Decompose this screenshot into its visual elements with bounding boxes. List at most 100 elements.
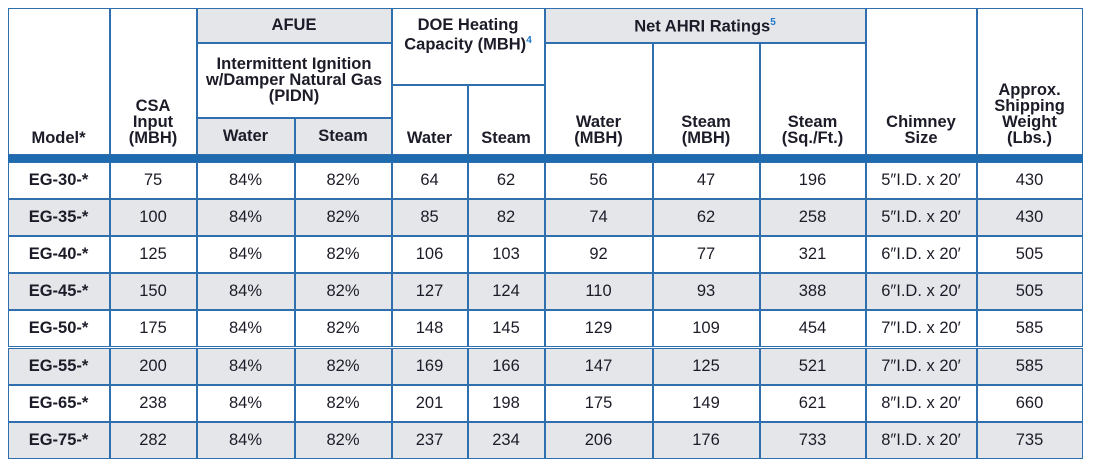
header-cell: Water xyxy=(196,117,295,155)
header-cell: DOE Heating Capacity (MBH)4 xyxy=(391,7,545,85)
table-cell: 454 xyxy=(759,310,866,348)
table-cell: 234 xyxy=(467,421,545,460)
header-text: Approx. Shipping Weight (Lbs.) xyxy=(994,80,1065,147)
header-cell: Intermittent Ignition w/Damper Natural G… xyxy=(196,42,392,118)
header-text: Steam xyxy=(318,127,368,145)
table-cell: 282 xyxy=(109,421,197,460)
table-cell: 238 xyxy=(109,384,197,422)
table-cell: 150 xyxy=(109,273,197,311)
header-text: Chimney Size xyxy=(886,112,956,147)
table-cell: 85 xyxy=(391,198,468,236)
table-cell: 84% xyxy=(196,273,295,311)
header-cell: Steam (MBH) xyxy=(652,42,760,155)
table-cell: 169 xyxy=(391,347,468,385)
header-cell: Steam xyxy=(467,84,545,155)
table-cell: 100 xyxy=(109,198,197,236)
table-cell: 64 xyxy=(391,161,468,199)
table-cell: 175 xyxy=(544,384,653,422)
table-cell: 430 xyxy=(976,161,1083,199)
header-title: DOE Heating Capacity (MBH) xyxy=(404,15,527,53)
table-cell: 82% xyxy=(294,161,392,199)
table-cell: 258 xyxy=(759,198,866,236)
table-cell: 125 xyxy=(652,347,760,385)
header-cell: Water xyxy=(391,84,468,155)
table-cell: 147 xyxy=(544,347,653,385)
table-cell: 201 xyxy=(391,384,468,422)
header-text: Steam (MBH) xyxy=(681,112,731,147)
table-cell: 735 xyxy=(976,421,1083,460)
table-cell: 82% xyxy=(294,235,392,274)
table-cell: EG-35-* xyxy=(7,198,110,236)
table-cell: 8″I.D. x 20′ xyxy=(865,384,977,422)
table-cell: EG-30-* xyxy=(7,161,110,199)
header-text: Net AHRI Ratings5 xyxy=(634,15,776,35)
table-cell: 84% xyxy=(196,235,295,274)
table-cell: 5″I.D. x 20′ xyxy=(865,198,977,236)
table-cell: 110 xyxy=(544,273,653,311)
table-cell: EG-65-* xyxy=(7,384,110,422)
table-cell: 505 xyxy=(976,235,1083,274)
table-cell: 82% xyxy=(294,384,392,422)
table-cell: EG-45-* xyxy=(7,273,110,311)
table-cell: 7″I.D. x 20′ xyxy=(865,310,977,348)
table-cell: 430 xyxy=(976,198,1083,236)
table-cell: 62 xyxy=(467,161,545,199)
table-cell: 8″I.D. x 20′ xyxy=(865,421,977,460)
table-cell: 237 xyxy=(391,421,468,460)
table-cell: 505 xyxy=(976,273,1083,311)
footnote-mark: 5 xyxy=(770,17,776,29)
table-cell: 200 xyxy=(109,347,197,385)
table-cell: 388 xyxy=(759,273,866,311)
table-cell: 6″I.D. x 20′ xyxy=(865,235,977,274)
table-cell: 62 xyxy=(652,198,760,236)
table-cell: EG-50-* xyxy=(7,310,110,348)
header-text: AFUE xyxy=(271,16,317,34)
table-cell: 176 xyxy=(652,421,760,460)
table-cell: 660 xyxy=(976,384,1083,422)
header-cell: Chimney Size xyxy=(865,7,977,155)
table-cell: 84% xyxy=(196,310,295,348)
header-text: Water xyxy=(406,128,453,147)
table-cell: 585 xyxy=(976,347,1083,385)
table-cell: 109 xyxy=(652,310,760,348)
table-cell: 127 xyxy=(391,273,468,311)
header-text: DOE Heating Capacity (MBH)4 xyxy=(396,15,541,53)
footnote-mark: 4 xyxy=(526,34,532,46)
table-cell: 206 xyxy=(544,421,653,460)
header-text: Water (MBH) xyxy=(574,112,623,147)
table-cell: 521 xyxy=(759,347,866,385)
header-cell: Approx. Shipping Weight (Lbs.) xyxy=(976,7,1083,155)
table-cell: 84% xyxy=(196,384,295,422)
table-cell: 175 xyxy=(109,310,197,348)
table-cell: 77 xyxy=(652,235,760,274)
header-rule xyxy=(8,155,1083,162)
header-cell: CSA Input (MBH) xyxy=(109,7,197,155)
header-text: Model* xyxy=(31,128,86,147)
table-cell: 84% xyxy=(196,421,295,460)
table-cell: 196 xyxy=(759,161,866,199)
table-cell: 47 xyxy=(652,161,760,199)
table-cell: 5″I.D. x 20′ xyxy=(865,161,977,199)
table-cell: 733 xyxy=(759,421,866,460)
table-cell: 125 xyxy=(109,235,197,274)
table-cell: 84% xyxy=(196,198,295,236)
table-cell: 56 xyxy=(544,161,653,199)
table-cell: 149 xyxy=(652,384,760,422)
header-cell: Water (MBH) xyxy=(544,42,653,155)
header-cell: AFUE xyxy=(196,7,392,43)
table-cell: 145 xyxy=(467,310,545,348)
table-cell: 82% xyxy=(294,421,392,460)
table-cell: 93 xyxy=(652,273,760,311)
table-cell: 198 xyxy=(467,384,545,422)
table-cell: 92 xyxy=(544,235,653,274)
table-cell: 82% xyxy=(294,198,392,236)
table-cell: 166 xyxy=(467,347,545,385)
table-cell: 6″I.D. x 20′ xyxy=(865,273,977,311)
header-title: Net AHRI Ratings xyxy=(634,17,771,36)
table-cell: 82 xyxy=(467,198,545,236)
table-cell: 148 xyxy=(391,310,468,348)
table-cell: 82% xyxy=(294,310,392,348)
table-cell: 321 xyxy=(759,235,866,274)
table-cell: 75 xyxy=(109,161,197,199)
